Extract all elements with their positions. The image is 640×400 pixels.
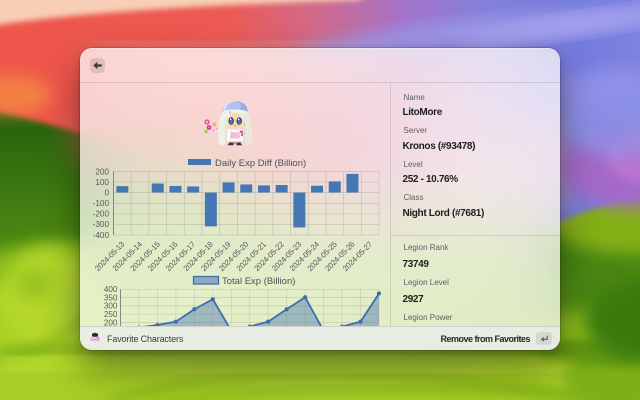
svg-text:Daily Exp Diff (Billion): Daily Exp Diff (Billion) xyxy=(215,158,306,169)
svg-text:100: 100 xyxy=(95,178,109,187)
svg-text:250: 250 xyxy=(104,310,118,319)
svg-text:-300: -300 xyxy=(93,220,110,229)
svg-text:200: 200 xyxy=(104,318,118,326)
svg-text:400: 400 xyxy=(104,285,118,294)
svg-text:-100: -100 xyxy=(93,199,110,208)
svg-text:-200: -200 xyxy=(93,210,110,219)
svg-text:Total Exp (Billion): Total Exp (Billion) xyxy=(222,276,295,287)
svg-text:0: 0 xyxy=(104,188,109,197)
svg-text:350: 350 xyxy=(104,293,118,302)
svg-text:-400: -400 xyxy=(93,231,110,240)
svg-text:300: 300 xyxy=(104,302,118,311)
svg-text:200: 200 xyxy=(95,167,109,176)
